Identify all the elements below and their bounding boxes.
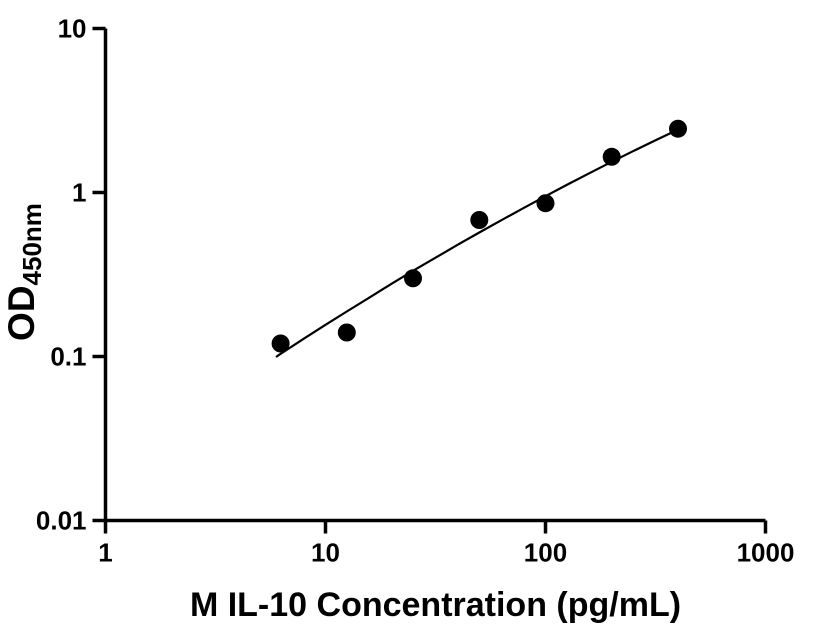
- x-axis-tick-label: 100: [524, 538, 567, 568]
- data-point: [669, 119, 687, 138]
- data-point: [470, 211, 489, 229]
- y-axis-title-subscript: 450nm: [17, 203, 47, 285]
- y-axis-tick-label: 0.01: [36, 506, 87, 536]
- data-point: [602, 147, 621, 166]
- x-axis-tick-label: 10: [311, 538, 340, 568]
- axes-frame: [103, 28, 766, 523]
- y-axis-tick-label: 0.1: [50, 342, 86, 372]
- data-point: [404, 269, 422, 288]
- data-point: [536, 194, 555, 213]
- x-axis-tick-label: 1: [98, 538, 112, 568]
- x-axis-title: M IL-10 Concentration (pg/mL): [190, 586, 681, 624]
- fit-curve: [275, 128, 680, 358]
- y-axis-title: OD450nm: [1, 203, 47, 341]
- data-point: [337, 323, 356, 342]
- y-axis-tick-label: 1: [72, 178, 86, 208]
- y-axis-tick-label: 10: [58, 14, 87, 44]
- y-axis-title-main: OD: [1, 285, 42, 341]
- x-axis-tick-label: 1000: [737, 538, 795, 568]
- data-point: [271, 334, 290, 353]
